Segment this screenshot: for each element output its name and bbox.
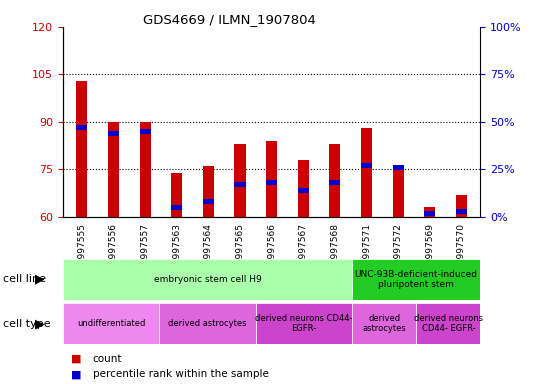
Bar [298,160,309,217]
Bar [361,163,372,168]
Bar [266,180,277,185]
Text: ■: ■ [71,354,81,364]
Bar [352,259,480,300]
Bar [393,169,403,217]
Text: derived
astrocytes: derived astrocytes [362,314,406,333]
Bar [76,81,87,217]
Bar [171,173,182,217]
Bar [140,129,151,134]
Bar [424,207,435,217]
Bar [76,125,87,130]
Bar [456,195,467,217]
Bar [416,303,480,344]
Bar [456,209,467,214]
Bar [234,144,246,217]
Bar [298,188,309,193]
Bar [108,131,119,136]
Bar [63,259,352,300]
Bar [63,303,159,344]
Bar [361,128,372,217]
Text: cell line: cell line [3,274,46,285]
Bar [108,122,119,217]
Text: derived neurons CD44-
EGFR-: derived neurons CD44- EGFR- [255,314,353,333]
Bar [140,122,151,217]
Text: embryonic stem cell H9: embryonic stem cell H9 [153,275,261,284]
Text: derived astrocytes: derived astrocytes [168,319,247,328]
Text: GDS4669 / ILMN_1907804: GDS4669 / ILMN_1907804 [143,13,316,26]
Bar [424,211,435,215]
Bar [352,303,416,344]
Text: ■: ■ [71,369,81,379]
Text: cell type: cell type [3,318,50,329]
Text: UNC-93B-deficient-induced
pluripotent stem: UNC-93B-deficient-induced pluripotent st… [355,270,478,289]
Bar [329,180,341,185]
Bar [234,182,246,187]
Bar [256,303,352,344]
Bar [159,303,256,344]
Bar [171,205,182,210]
Bar [393,165,403,170]
Bar [203,166,214,217]
Bar [203,199,214,204]
Text: derived neurons
CD44- EGFR-: derived neurons CD44- EGFR- [414,314,483,333]
Bar [329,144,341,217]
Text: ▶: ▶ [35,273,45,286]
Text: ▶: ▶ [35,317,45,330]
Text: count: count [93,354,122,364]
Text: undifferentiated: undifferentiated [77,319,145,328]
Text: percentile rank within the sample: percentile rank within the sample [93,369,269,379]
Bar [266,141,277,217]
